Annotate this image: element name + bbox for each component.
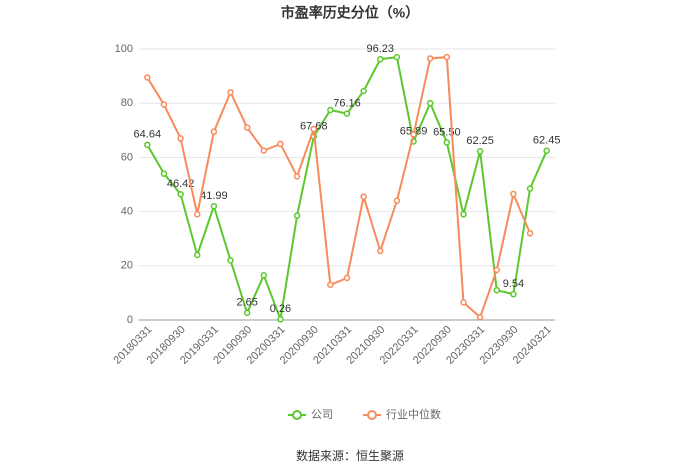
point [260,272,268,279]
point [543,147,550,155]
point [193,251,201,259]
point [343,274,351,282]
y-tick-label: 0 [127,314,133,326]
chart-title: 市盈率历史分位（%） [281,5,419,21]
point [243,124,251,131]
point [493,266,501,274]
data-label: 65.50 [433,126,461,138]
point [377,247,384,255]
point [310,125,317,133]
point [343,110,351,117]
point [177,190,184,198]
point [443,139,451,146]
point [526,185,534,192]
point [227,89,234,96]
data-label: 41.99 [200,190,228,202]
y-tick-label: 100 [115,43,133,55]
data-label: 62.45 [533,135,561,147]
point [144,141,151,149]
point [327,106,334,114]
point [460,211,467,218]
point [243,309,251,317]
y-tick-label: 60 [121,151,133,163]
point [476,314,484,321]
data-label: 9.54 [503,278,524,290]
legend-label: 行业中位数 [386,407,441,421]
point [277,316,284,323]
data-label: 0.26 [270,303,291,315]
data-label: 64.64 [134,129,162,141]
y-tick-label: 80 [121,97,133,109]
data-label: 76.16 [333,98,361,110]
point [510,290,517,298]
point [460,299,467,306]
point [144,74,151,81]
point [210,128,218,135]
point [443,53,451,61]
point [393,53,401,61]
y-tick-label: 20 [121,260,133,272]
point [426,55,434,62]
series-line [146,56,531,320]
data-label: 62.25 [466,135,494,147]
point [510,190,517,198]
data-label: 2.65 [236,297,257,309]
legend-marker [367,410,377,420]
point [210,202,218,210]
point [426,99,434,107]
point [360,193,367,200]
point [260,147,268,154]
point [193,211,201,218]
legend-marker [292,410,302,420]
point [277,140,284,148]
point [493,286,501,294]
point [377,55,384,63]
y-tick-label: 40 [121,206,133,218]
point [476,148,484,155]
point [410,131,417,138]
point [293,212,301,219]
legend-label: 公司 [311,409,333,421]
point [227,257,234,264]
data-label: 46.42 [167,178,195,190]
point [293,173,301,180]
point [160,170,168,177]
point [360,87,367,95]
source: 数据来源：恒生聚源 [296,448,404,463]
point [160,101,168,108]
data-label: 96.23 [367,43,395,55]
point [177,135,184,142]
point [526,230,534,237]
point [327,281,334,289]
point [393,197,401,205]
